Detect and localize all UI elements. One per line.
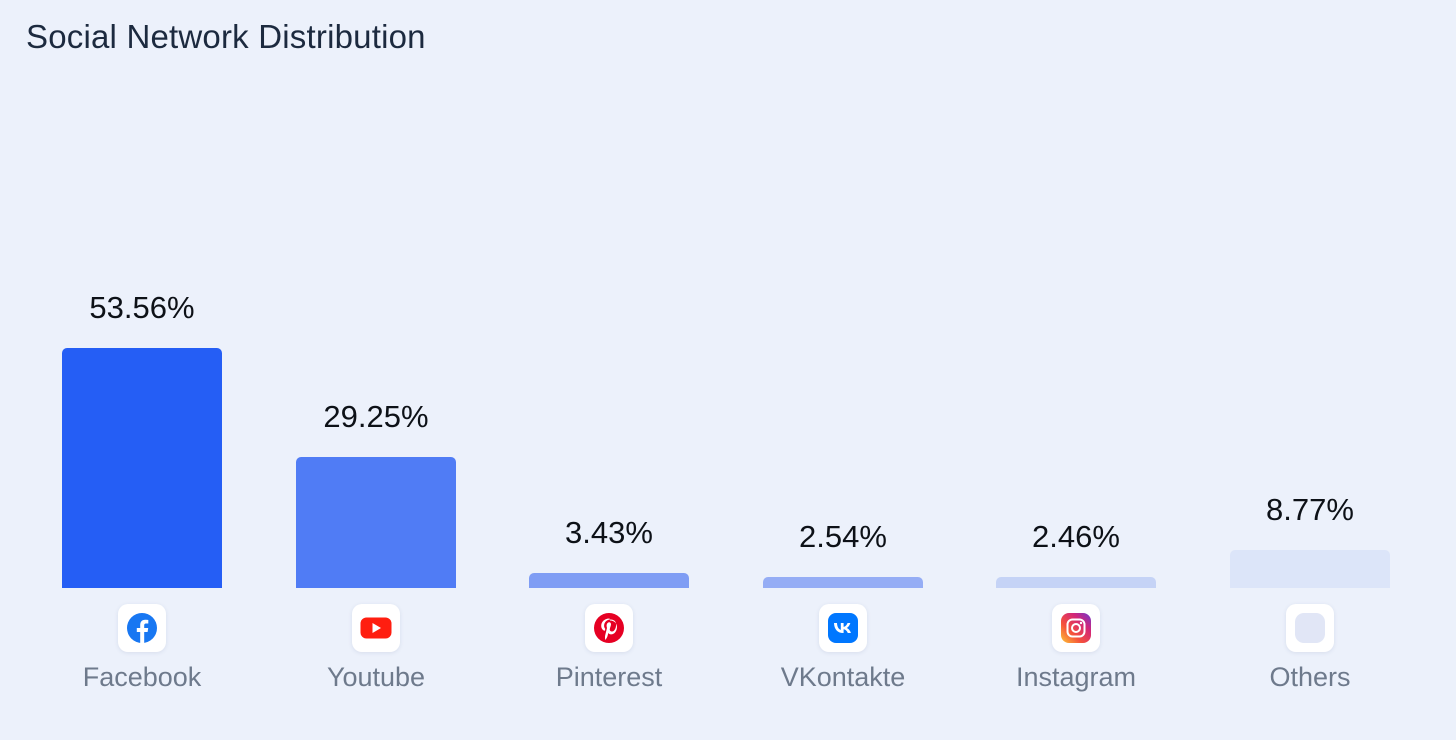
bar-pinterest[interactable] [529,573,689,588]
column-pinterest: 3.43% Pinterest [529,0,689,740]
category-label-facebook: Facebook [82,662,202,692]
instagram-icon-tile [1052,604,1100,652]
category-label-instagram: Instagram [1015,662,1137,692]
bar-others[interactable] [1230,550,1390,588]
value-label-pinterest: 3.43% [565,515,653,550]
value-label-instagram: 2.46% [1032,519,1120,554]
bar-vkontakte[interactable] [763,577,923,588]
column-youtube: 29.25% Youtube [296,0,456,740]
value-label-vkontakte: 2.54% [799,519,887,554]
vkontakte-icon-tile [819,604,867,652]
bar-instagram[interactable] [996,577,1156,588]
column-facebook: 53.56% Facebook [62,0,222,740]
column-instagram: 2.46% Instagram [996,0,1156,740]
category-label-vkontakte: VKontakte [780,662,906,692]
bar-youtube[interactable] [296,457,456,588]
pinterest-icon [594,613,624,643]
pinterest-icon-tile [585,604,633,652]
value-label-facebook: 53.56% [89,290,195,325]
category-label-others: Others [1269,662,1351,692]
facebook-icon [127,613,157,643]
chart-title: Social Network Distribution [26,18,426,55]
category-label-pinterest: Pinterest [555,662,663,692]
others-icon [1295,613,1325,643]
bar-facebook[interactable] [62,348,222,588]
facebook-icon-tile [118,604,166,652]
youtube-icon [360,617,392,639]
instagram-icon [1061,613,1091,643]
vkontakte-icon [828,613,858,643]
column-others: 8.77% Others [1230,0,1390,740]
others-icon-tile [1286,604,1334,652]
youtube-icon-tile [352,604,400,652]
category-label-youtube: Youtube [326,662,426,692]
value-label-others: 8.77% [1266,492,1354,527]
value-label-youtube: 29.25% [323,399,429,434]
column-vkontakte: 2.54% VKontakte [763,0,923,740]
